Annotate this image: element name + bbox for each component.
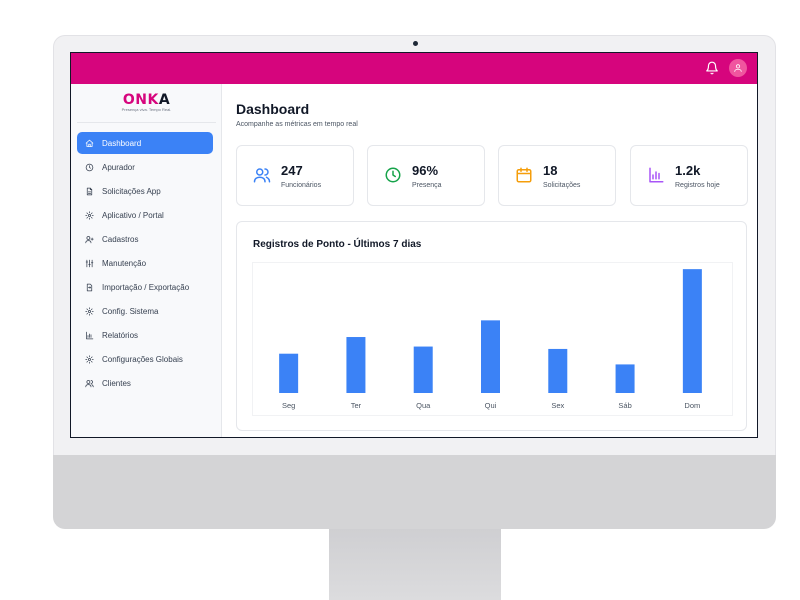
document-icon <box>86 187 93 195</box>
stat-card[interactable]: 247 Funcionários <box>236 145 354 206</box>
file-transfer-icon <box>86 283 93 291</box>
bar-qua[interactable] <box>413 346 433 393</box>
x-tick-label: Seg <box>282 401 295 410</box>
stat-label: Funcionários <box>281 182 322 189</box>
sidebar-item-label: Relatórios <box>102 330 139 340</box>
sliders-icon <box>85 259 94 267</box>
x-tick-label: Ter <box>351 401 362 410</box>
avatar[interactable] <box>729 59 747 77</box>
bar-chart-icon <box>649 167 664 183</box>
sidebar-item-relat-rios[interactable]: Relatórios <box>77 324 213 346</box>
gear-icon <box>85 306 94 316</box>
bar-seg[interactable] <box>279 353 299 393</box>
user-plus-icon <box>85 235 94 243</box>
sidebar-item-label: Configurações Globais <box>102 354 183 364</box>
bar-chart-icon <box>86 331 94 339</box>
bar-sáb[interactable] <box>615 364 635 393</box>
stat-label: Registros hoje <box>675 182 720 189</box>
stat-label: Presença <box>412 182 442 189</box>
gear-icon <box>85 354 94 364</box>
logo-tagline: Presença viva. Tempo Real. <box>121 107 172 112</box>
x-tick-label: Qui <box>485 401 497 410</box>
bell-icon[interactable] <box>705 61 719 75</box>
sidebar-item-apurador[interactable]: Apurador <box>77 156 213 178</box>
sidebar-item-label: Apurador <box>102 162 135 172</box>
main-content: Dashboard Acompanhe as métricas em tempo… <box>222 84 757 437</box>
chart-card: Registros de Ponto - Últimos 7 dias Seg T… <box>236 221 747 431</box>
stat-value: 1.2k <box>675 163 701 178</box>
chart-plot-frame <box>252 262 733 416</box>
top-bar <box>71 53 757 84</box>
sidebar-item-dashboard[interactable]: Dashboard <box>77 132 213 154</box>
x-tick-label: Sáb <box>618 401 631 410</box>
sidebar-item-configura-es-globais[interactable]: Configurações Globais <box>77 348 213 370</box>
sidebar-item-label: Dashboard <box>102 138 142 148</box>
stat-value: 96% <box>412 163 439 178</box>
monitor-chin <box>53 455 776 529</box>
sidebar-item-label: Manutenção <box>102 258 147 268</box>
x-tick-label: Dom <box>684 401 700 410</box>
stat-label: Solicitações <box>543 182 581 189</box>
gear-icon <box>85 210 94 220</box>
sidebar: ONKA Presença viva. Tempo Real. Dashboar… <box>71 84 222 437</box>
sidebar-item-solicita-es-app[interactable]: Solicitações App <box>77 180 213 202</box>
bar-sex[interactable] <box>548 348 568 393</box>
page-title: Dashboard <box>236 101 310 117</box>
sidebar-item-aplicativo-portal[interactable]: Aplicativo / Portal <box>77 204 213 226</box>
app-screen: ONKA Presença viva. Tempo Real. Dashboar… <box>70 52 758 438</box>
brand-logo[interactable]: ONKA Presença viva. Tempo Real. <box>71 92 222 112</box>
x-tick-label: Qua <box>416 401 431 410</box>
sidebar-item-label: Aplicativo / Portal <box>102 210 164 220</box>
clock-icon <box>85 163 94 171</box>
logo-wordmark-b: A <box>158 92 171 108</box>
stat-card[interactable]: 18 Solicitações <box>498 145 616 206</box>
logo-wordmark-a: ONK <box>122 92 159 108</box>
home-icon <box>85 139 94 147</box>
sidebar-item-cadastros[interactable]: Cadastros <box>77 228 213 250</box>
bar-dom[interactable] <box>682 269 702 393</box>
bar-qui[interactable] <box>481 320 500 393</box>
x-tick-label: Sex <box>551 401 564 410</box>
users-icon <box>85 379 94 387</box>
page-subtitle: Acompanhe as métricas em tempo real <box>236 121 358 128</box>
sidebar-item-label: Cadastros <box>102 234 139 244</box>
sidebar-nav: Dashboard Apurador Solicitações App Aplicat… <box>77 132 213 396</box>
stat-value: 18 <box>543 163 558 178</box>
calendar-icon <box>516 167 532 183</box>
sidebar-item-importa-o-exporta-o[interactable]: Importação / Exportação <box>77 276 213 298</box>
stat-value: 247 <box>281 163 303 178</box>
sidebar-item-manuten-o[interactable]: Manutenção <box>77 252 213 274</box>
bar-ter[interactable] <box>346 337 366 393</box>
user-icon <box>734 64 742 72</box>
sidebar-item-clientes[interactable]: Clientes <box>77 372 213 394</box>
stat-card[interactable]: 1.2k Registros hoje <box>630 145 748 206</box>
monitor-stand <box>329 529 501 600</box>
camera-dot <box>413 41 418 46</box>
chart-title: Registros de Ponto - Últimos 7 dias <box>253 239 422 250</box>
clock-icon <box>385 167 401 183</box>
stat-card[interactable]: 96% Presença <box>367 145 485 206</box>
sidebar-item-label: Importação / Exportação <box>102 282 190 292</box>
sidebar-item-label: Clientes <box>102 378 131 388</box>
bar-chart: Seg Ter Qua Qui Sex Sáb Dom <box>252 262 733 416</box>
users-icon <box>253 168 271 183</box>
sidebar-divider <box>77 122 216 123</box>
sidebar-item-config-sistema[interactable]: Config. Sistema <box>77 300 213 322</box>
sidebar-item-label: Config. Sistema <box>102 306 159 316</box>
sidebar-item-label: Solicitações App <box>102 186 161 196</box>
